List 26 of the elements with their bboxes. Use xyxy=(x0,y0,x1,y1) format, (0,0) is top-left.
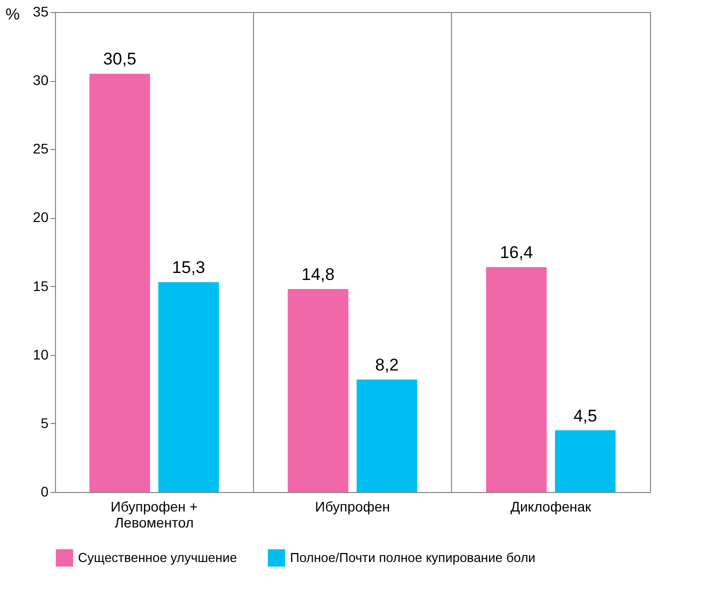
y-tick-label: 25 xyxy=(32,140,49,157)
bar xyxy=(158,282,219,492)
y-tick-label: 0 xyxy=(40,484,49,500)
y-axis-title: % xyxy=(6,6,20,24)
x-tick-label: Ибупрофен xyxy=(315,498,390,514)
data-label: 16,4 xyxy=(500,243,533,262)
data-label: 4,5 xyxy=(573,406,598,426)
y-tick-label: 5 xyxy=(40,414,49,431)
legend-label: Существенное улучшение xyxy=(78,550,237,565)
data-label: 14,8 xyxy=(302,265,335,284)
bar xyxy=(486,267,547,492)
y-tick-label: 30 xyxy=(32,72,49,88)
bar xyxy=(288,289,348,492)
y-tick-label: 20 xyxy=(32,209,49,226)
y-tick-label: 15 xyxy=(32,278,49,294)
x-tick-label: Диклофенак xyxy=(510,498,592,514)
data-label: 8,2 xyxy=(375,356,399,375)
y-tick-label: 35 xyxy=(32,4,49,20)
bar xyxy=(554,430,616,492)
x-tick-label: Ибупрофен + Левоментол xyxy=(110,498,198,530)
bar xyxy=(89,74,150,492)
data-label: 30,5 xyxy=(103,50,136,69)
y-tick-label: 10 xyxy=(32,346,49,362)
bar xyxy=(356,380,418,492)
data-label: 15,3 xyxy=(172,258,206,278)
legend-label: Полное/Почти полное купирование боли xyxy=(290,550,536,565)
